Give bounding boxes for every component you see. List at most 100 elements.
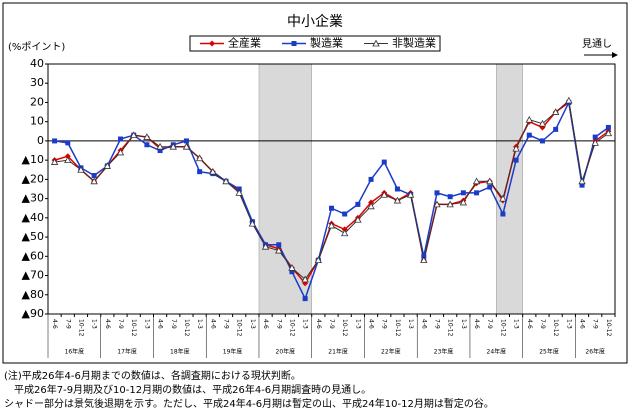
x-tick-label: 7-9	[381, 319, 388, 329]
x-tick-label: 7-9	[328, 319, 335, 329]
data-point	[591, 139, 599, 146]
data-point	[406, 190, 415, 198]
legend-frame	[189, 35, 441, 52]
data-point	[275, 246, 283, 254]
data-point	[460, 190, 466, 196]
data-point	[222, 177, 230, 185]
data-point	[103, 162, 112, 169]
x-tick-label: 1-3	[143, 319, 150, 329]
year-label: 20年度	[276, 348, 296, 356]
x-tick-label: 1-3	[91, 319, 98, 329]
data-point	[394, 186, 400, 192]
chart-frame	[2, 2, 628, 364]
data-point	[486, 177, 494, 185]
data-point	[578, 177, 586, 185]
y-tick-label: ▲40	[22, 211, 44, 224]
x-tick-label: 4-6	[526, 319, 533, 329]
data-point	[472, 177, 481, 185]
data-point	[302, 296, 308, 302]
data-point	[592, 134, 598, 140]
y-tick-label: ▲80	[22, 288, 44, 301]
data-point	[64, 153, 71, 160]
y-tick-label: ▲10	[22, 153, 44, 166]
data-point	[380, 190, 388, 198]
data-point	[341, 226, 348, 233]
series-line	[54, 99, 609, 281]
data-point	[393, 196, 402, 204]
x-tick-label: 1-3	[354, 319, 361, 329]
x-tick-label: 10-12	[183, 319, 190, 337]
x-tick-label: 10-12	[130, 319, 137, 337]
x-tick-label: 4-6	[262, 319, 269, 329]
data-point	[487, 184, 493, 190]
y-tick-label: ▲30	[22, 192, 44, 205]
x-tick-label: 4-6	[579, 319, 586, 329]
data-point	[513, 157, 519, 163]
x-tick-label: 10-12	[77, 319, 84, 337]
data-point	[209, 167, 217, 175]
data-point	[183, 138, 189, 144]
y-tick-label: ▲50	[22, 230, 44, 243]
y-tick-label: ▲70	[22, 269, 44, 282]
x-tick-label: 7-9	[433, 319, 440, 329]
x-tick-label: 1-3	[196, 319, 203, 329]
x-tick-label: 7-9	[117, 319, 124, 329]
year-label: 17年度	[117, 348, 137, 356]
x-tick-label: 4-6	[368, 319, 375, 329]
recession-shade	[258, 63, 312, 315]
data-point	[143, 133, 151, 140]
data-point	[144, 142, 150, 148]
data-point	[421, 253, 427, 259]
y-tick-label: ▲20	[22, 172, 44, 185]
data-point	[50, 158, 59, 165]
data-point	[368, 176, 374, 182]
data-point	[261, 242, 270, 250]
year-label: 26年度	[585, 348, 605, 356]
x-tick-label: 10-12	[288, 319, 295, 337]
data-point	[354, 215, 362, 223]
x-tick-label: 10-12	[499, 319, 506, 337]
legend-label: 製造業	[310, 36, 343, 50]
forecast-label: 見通し	[582, 38, 612, 50]
note: シャドー部分は景気後退期を示す。ただし、平成24年4-6月期は暫定の山、平成24…	[4, 399, 494, 410]
data-point	[169, 142, 177, 150]
x-tick-label: 7-9	[592, 319, 599, 329]
legend-marker	[209, 40, 215, 47]
year-label: 16年度	[65, 348, 85, 356]
data-point	[276, 242, 282, 248]
x-tick-label: 1-3	[565, 319, 572, 329]
year-label: 21年度	[328, 348, 348, 356]
data-point	[195, 154, 204, 162]
data-point	[64, 156, 72, 164]
chart-title: 中小企業	[287, 13, 343, 30]
data-point	[156, 142, 164, 150]
data-point	[420, 256, 428, 264]
year-label: 23年度	[434, 348, 454, 356]
x-tick-label: 4-6	[209, 319, 216, 329]
x-tick-label: 7-9	[64, 319, 71, 329]
data-point	[91, 173, 97, 179]
x-tick-label: 7-9	[486, 319, 493, 329]
data-point	[65, 140, 71, 146]
year-label: 24年度	[487, 348, 507, 356]
data-point	[90, 177, 98, 185]
year-label: 22年度	[381, 348, 401, 356]
note: 平成26年7-9月期及び10-12月期の数値は、平成26年4-6月期調査時の見通…	[4, 385, 372, 396]
data-point	[301, 275, 309, 283]
data-point	[474, 190, 480, 196]
x-tick-label: 10-12	[605, 319, 612, 337]
data-point	[367, 202, 375, 210]
data-point	[500, 211, 506, 217]
y-tick-label: 0	[37, 134, 44, 147]
x-tick-label: 1-3	[513, 319, 520, 329]
plot-frame	[47, 63, 616, 315]
x-tick-label: 4-6	[51, 319, 58, 329]
y-tick-label: ▲60	[22, 249, 44, 262]
data-point	[499, 194, 507, 202]
y-tick-label: 30	[30, 76, 44, 89]
legend-marker	[372, 39, 380, 47]
data-point	[314, 256, 322, 264]
x-tick-label: 1-3	[407, 319, 414, 329]
data-point	[539, 138, 545, 144]
data-point	[538, 119, 547, 127]
